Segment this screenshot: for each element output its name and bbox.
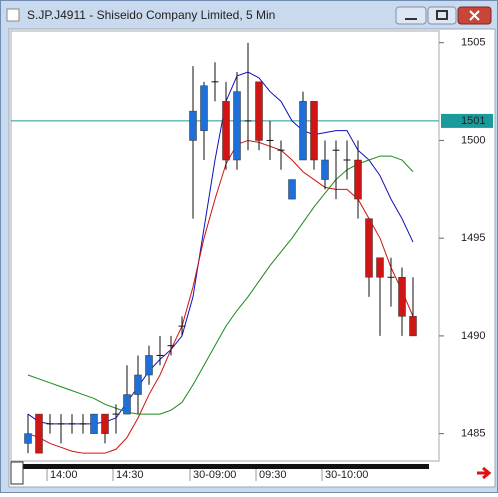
candle-body [409,316,417,337]
x-tick-label: 30-09:00 [193,469,236,481]
maximize-button[interactable] [427,6,457,25]
candle-body [233,91,241,161]
candle-body [299,101,307,161]
minimize-button[interactable] [395,6,427,25]
candle-body [255,81,263,141]
scrollbar-thumb[interactable] [10,461,24,485]
x-tick-label: 30-10:00 [325,469,368,481]
candle-body [189,110,197,141]
y-tick-label: 1495 [461,232,485,244]
scroll-arrow[interactable] [477,466,492,480]
y-tick-label: 1505 [461,37,485,49]
candle-body [354,159,362,200]
candle-body [321,159,329,180]
price-label-bg [441,113,493,128]
plot-area [10,30,440,462]
app-icon [6,8,20,22]
x-tick-label: 14:30 [116,469,144,481]
candle-body [134,374,142,395]
candle-body [24,433,32,444]
candle-body [222,101,230,161]
y-tick-label: 1500 [461,134,485,146]
price-label: 1501 [461,115,485,127]
x-tick-label: 14:00 [50,469,78,481]
x-tick-label: 09:30 [259,469,287,481]
ma-line [27,139,414,454]
candle-body [35,413,43,454]
window-title: S.JP.J4911 - Shiseido Company Limited, 5… [27,8,275,22]
y-tick-label: 1490 [461,330,485,342]
candle-body [90,413,98,434]
candle-body [123,394,131,415]
candle-body [376,257,384,278]
candle-body [310,101,318,161]
y-tick-label: 1485 [461,428,485,440]
candle-body [288,179,296,200]
candle-body [200,85,208,131]
candle-body [145,355,153,376]
maximize-icon [436,10,448,20]
ma-line [27,155,414,415]
scrollbar-track[interactable] [11,464,429,469]
candle-body [398,277,406,317]
close-icon [469,10,480,21]
candle-body [101,413,109,434]
candle-body [365,218,373,278]
